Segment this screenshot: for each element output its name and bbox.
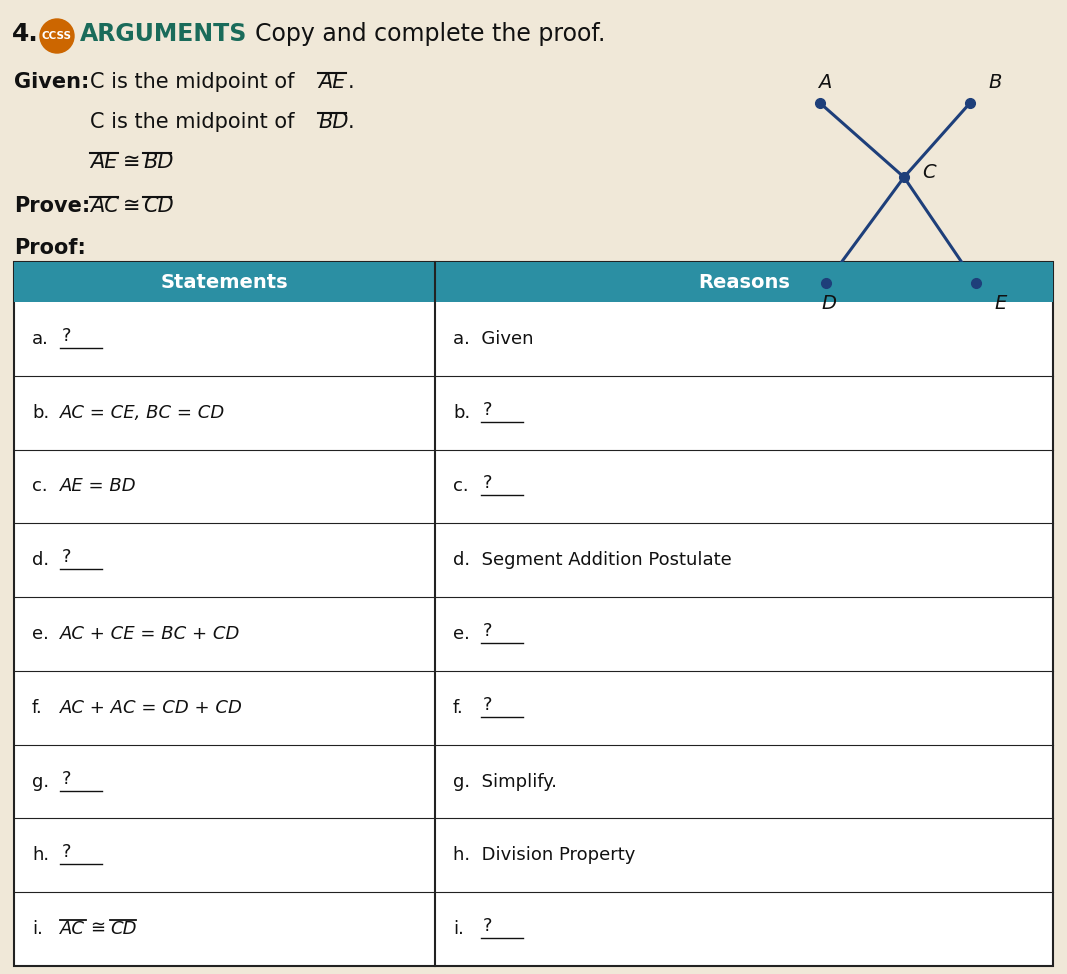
Text: h.: h. — [32, 846, 49, 864]
Text: Statements: Statements — [161, 273, 288, 291]
Text: ?: ? — [62, 327, 71, 345]
Text: AC: AC — [60, 920, 85, 938]
Text: ARGUMENTS: ARGUMENTS — [80, 22, 248, 46]
Text: ?: ? — [483, 918, 493, 935]
Text: ?: ? — [483, 622, 493, 640]
Text: AE: AE — [318, 72, 346, 92]
Text: g.: g. — [32, 772, 49, 791]
Text: Copy and complete the proof.: Copy and complete the proof. — [255, 22, 605, 46]
Text: Given:: Given: — [14, 72, 90, 92]
Text: D: D — [821, 294, 837, 313]
Text: d.: d. — [32, 551, 49, 569]
Text: c.: c. — [32, 477, 48, 496]
Text: E: E — [994, 294, 1006, 313]
Text: C is the midpoint of: C is the midpoint of — [90, 72, 301, 92]
Text: BD: BD — [143, 152, 174, 172]
Text: Prove:: Prove: — [14, 196, 91, 216]
Bar — [435, 262, 1053, 302]
Text: e.: e. — [453, 625, 469, 643]
Text: ?: ? — [62, 548, 71, 566]
Text: AE = BD: AE = BD — [60, 477, 137, 496]
Text: b.: b. — [453, 403, 471, 422]
Text: BD: BD — [318, 112, 349, 132]
Text: ?: ? — [483, 400, 493, 419]
Text: 4.: 4. — [12, 22, 38, 46]
Text: ?: ? — [483, 695, 493, 714]
Text: b.: b. — [32, 403, 49, 422]
Text: i.: i. — [453, 920, 464, 938]
Text: AC + AC = CD + CD: AC + AC = CD + CD — [60, 698, 243, 717]
Text: Proof:: Proof: — [14, 238, 85, 258]
Bar — [14, 262, 435, 302]
Text: .: . — [348, 72, 354, 92]
Text: f.: f. — [453, 698, 464, 717]
Text: B: B — [988, 73, 1001, 93]
Text: ?: ? — [62, 769, 71, 788]
Text: .: . — [348, 112, 354, 132]
Text: ?: ? — [483, 474, 493, 493]
Text: C: C — [922, 163, 936, 182]
Bar — [14, 262, 1053, 966]
Text: ?: ? — [62, 843, 71, 861]
Text: CD: CD — [143, 196, 174, 216]
Text: e.: e. — [32, 625, 49, 643]
Text: CCSS: CCSS — [42, 31, 71, 41]
Text: a.: a. — [32, 330, 49, 348]
Text: CD: CD — [110, 920, 137, 938]
Text: h.  Division Property: h. Division Property — [453, 846, 635, 864]
Text: ≅: ≅ — [123, 152, 141, 172]
Text: f.: f. — [32, 698, 43, 717]
Text: a.  Given: a. Given — [453, 330, 534, 348]
Text: d.  Segment Addition Postulate: d. Segment Addition Postulate — [453, 551, 732, 569]
Text: c.: c. — [453, 477, 468, 496]
Text: Reasons: Reasons — [698, 273, 790, 291]
Text: AE: AE — [90, 152, 117, 172]
Text: g.  Simplify.: g. Simplify. — [453, 772, 557, 791]
Text: ≅: ≅ — [90, 920, 106, 938]
Circle shape — [39, 19, 74, 53]
Text: AC: AC — [90, 196, 118, 216]
Text: AC = CE, BC = CD: AC = CE, BC = CD — [60, 403, 225, 422]
Text: A: A — [818, 73, 831, 93]
Text: C is the midpoint of: C is the midpoint of — [90, 112, 301, 132]
Text: i.: i. — [32, 920, 43, 938]
Text: AC + CE = BC + CD: AC + CE = BC + CD — [60, 625, 240, 643]
Text: ≅: ≅ — [123, 196, 141, 216]
